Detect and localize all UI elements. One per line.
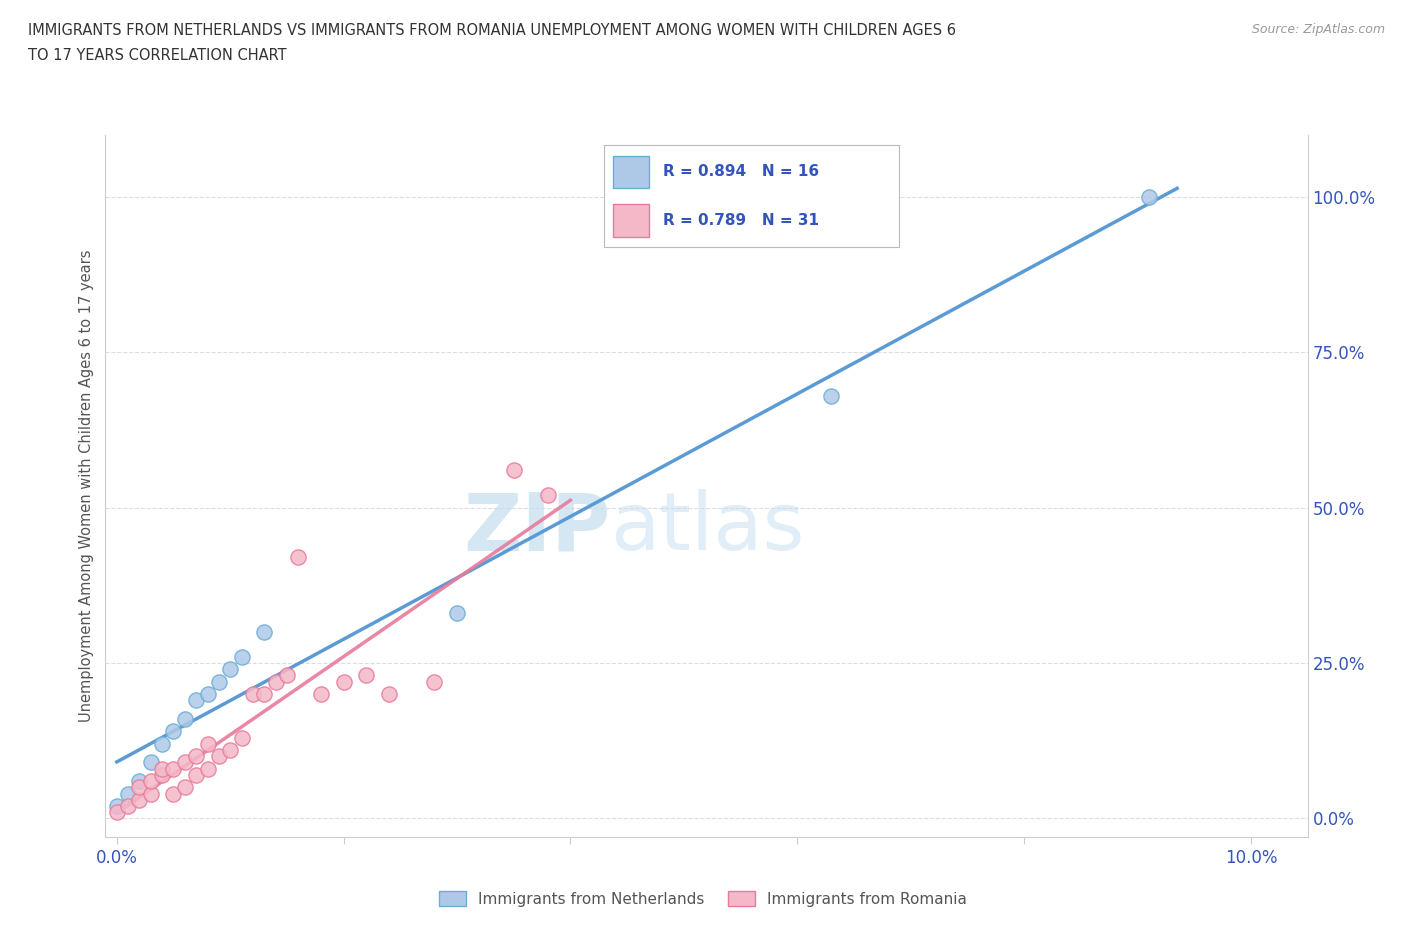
Point: [139, 774, 162, 789]
Legend: Immigrants from Netherlands, Immigrants from Romania: Immigrants from Netherlands, Immigrants …: [433, 885, 973, 913]
Point: [820, 389, 842, 404]
Point: [264, 674, 287, 689]
Point: [1137, 190, 1160, 205]
Point: [231, 730, 253, 745]
Point: [162, 724, 184, 738]
Point: [173, 755, 195, 770]
Text: IMMIGRANTS FROM NETHERLANDS VS IMMIGRANTS FROM ROMANIA UNEMPLOYMENT AMONG WOMEN : IMMIGRANTS FROM NETHERLANDS VS IMMIGRANT…: [28, 23, 956, 38]
Point: [117, 786, 139, 801]
Point: [276, 668, 298, 683]
Point: [150, 762, 173, 777]
Point: [537, 488, 560, 503]
Point: [162, 786, 184, 801]
Point: [105, 799, 128, 814]
Point: [378, 686, 401, 701]
Point: [423, 674, 446, 689]
Point: [117, 799, 139, 814]
Point: [173, 711, 195, 726]
Point: [253, 686, 276, 701]
Point: [162, 762, 184, 777]
Point: [128, 780, 150, 795]
Text: Source: ZipAtlas.com: Source: ZipAtlas.com: [1251, 23, 1385, 36]
Text: TO 17 YEARS CORRELATION CHART: TO 17 YEARS CORRELATION CHART: [28, 48, 287, 63]
Point: [150, 767, 173, 782]
Point: [208, 674, 231, 689]
Point: [197, 737, 219, 751]
Point: [332, 674, 354, 689]
Point: [253, 625, 276, 640]
Point: [219, 742, 242, 757]
Point: [287, 550, 309, 565]
Text: atlas: atlas: [610, 489, 804, 567]
Point: [197, 686, 219, 701]
Point: [502, 463, 524, 478]
Point: [105, 804, 128, 819]
Point: [197, 762, 219, 777]
Point: [139, 786, 162, 801]
Point: [139, 755, 162, 770]
Y-axis label: Unemployment Among Women with Children Ages 6 to 17 years: Unemployment Among Women with Children A…: [79, 249, 94, 723]
Point: [231, 649, 253, 664]
Point: [128, 774, 150, 789]
Point: [128, 792, 150, 807]
Point: [186, 693, 208, 708]
Text: ZIP: ZIP: [463, 489, 610, 567]
Point: [356, 668, 378, 683]
Point: [242, 686, 264, 701]
Point: [173, 780, 195, 795]
Point: [150, 737, 173, 751]
Point: [446, 605, 468, 620]
Point: [186, 767, 208, 782]
Point: [208, 749, 231, 764]
Point: [219, 662, 242, 677]
Point: [309, 686, 332, 701]
Point: [186, 749, 208, 764]
